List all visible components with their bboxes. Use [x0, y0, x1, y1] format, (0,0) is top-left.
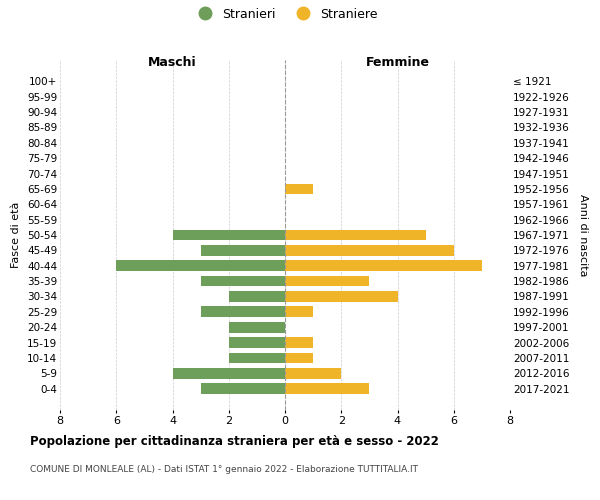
Bar	[285, 276, 370, 286]
Bar	[285, 337, 313, 348]
Bar	[229, 337, 285, 348]
Text: Popolazione per cittadinanza straniera per età e sesso - 2022: Popolazione per cittadinanza straniera p…	[30, 435, 439, 448]
Bar	[200, 276, 285, 286]
Bar	[285, 306, 313, 317]
Bar	[200, 384, 285, 394]
Bar	[285, 368, 341, 378]
Bar	[116, 260, 285, 271]
Bar	[229, 322, 285, 332]
Legend: Stranieri, Straniere: Stranieri, Straniere	[187, 3, 383, 26]
Bar	[229, 352, 285, 364]
Bar	[285, 245, 454, 256]
Bar	[173, 368, 285, 378]
Bar	[200, 245, 285, 256]
Bar	[285, 184, 313, 194]
Bar	[173, 230, 285, 240]
Bar	[285, 291, 398, 302]
Text: COMUNE DI MONLEALE (AL) - Dati ISTAT 1° gennaio 2022 - Elaborazione TUTTITALIA.I: COMUNE DI MONLEALE (AL) - Dati ISTAT 1° …	[30, 465, 418, 474]
Text: Femmine: Femmine	[365, 56, 430, 69]
Bar	[285, 352, 313, 364]
Bar	[285, 230, 425, 240]
Bar	[285, 260, 482, 271]
Y-axis label: Fasce di età: Fasce di età	[11, 202, 22, 268]
Bar	[285, 384, 370, 394]
Text: Maschi: Maschi	[148, 56, 197, 69]
Y-axis label: Anni di nascita: Anni di nascita	[578, 194, 588, 276]
Bar	[229, 291, 285, 302]
Bar	[200, 306, 285, 317]
